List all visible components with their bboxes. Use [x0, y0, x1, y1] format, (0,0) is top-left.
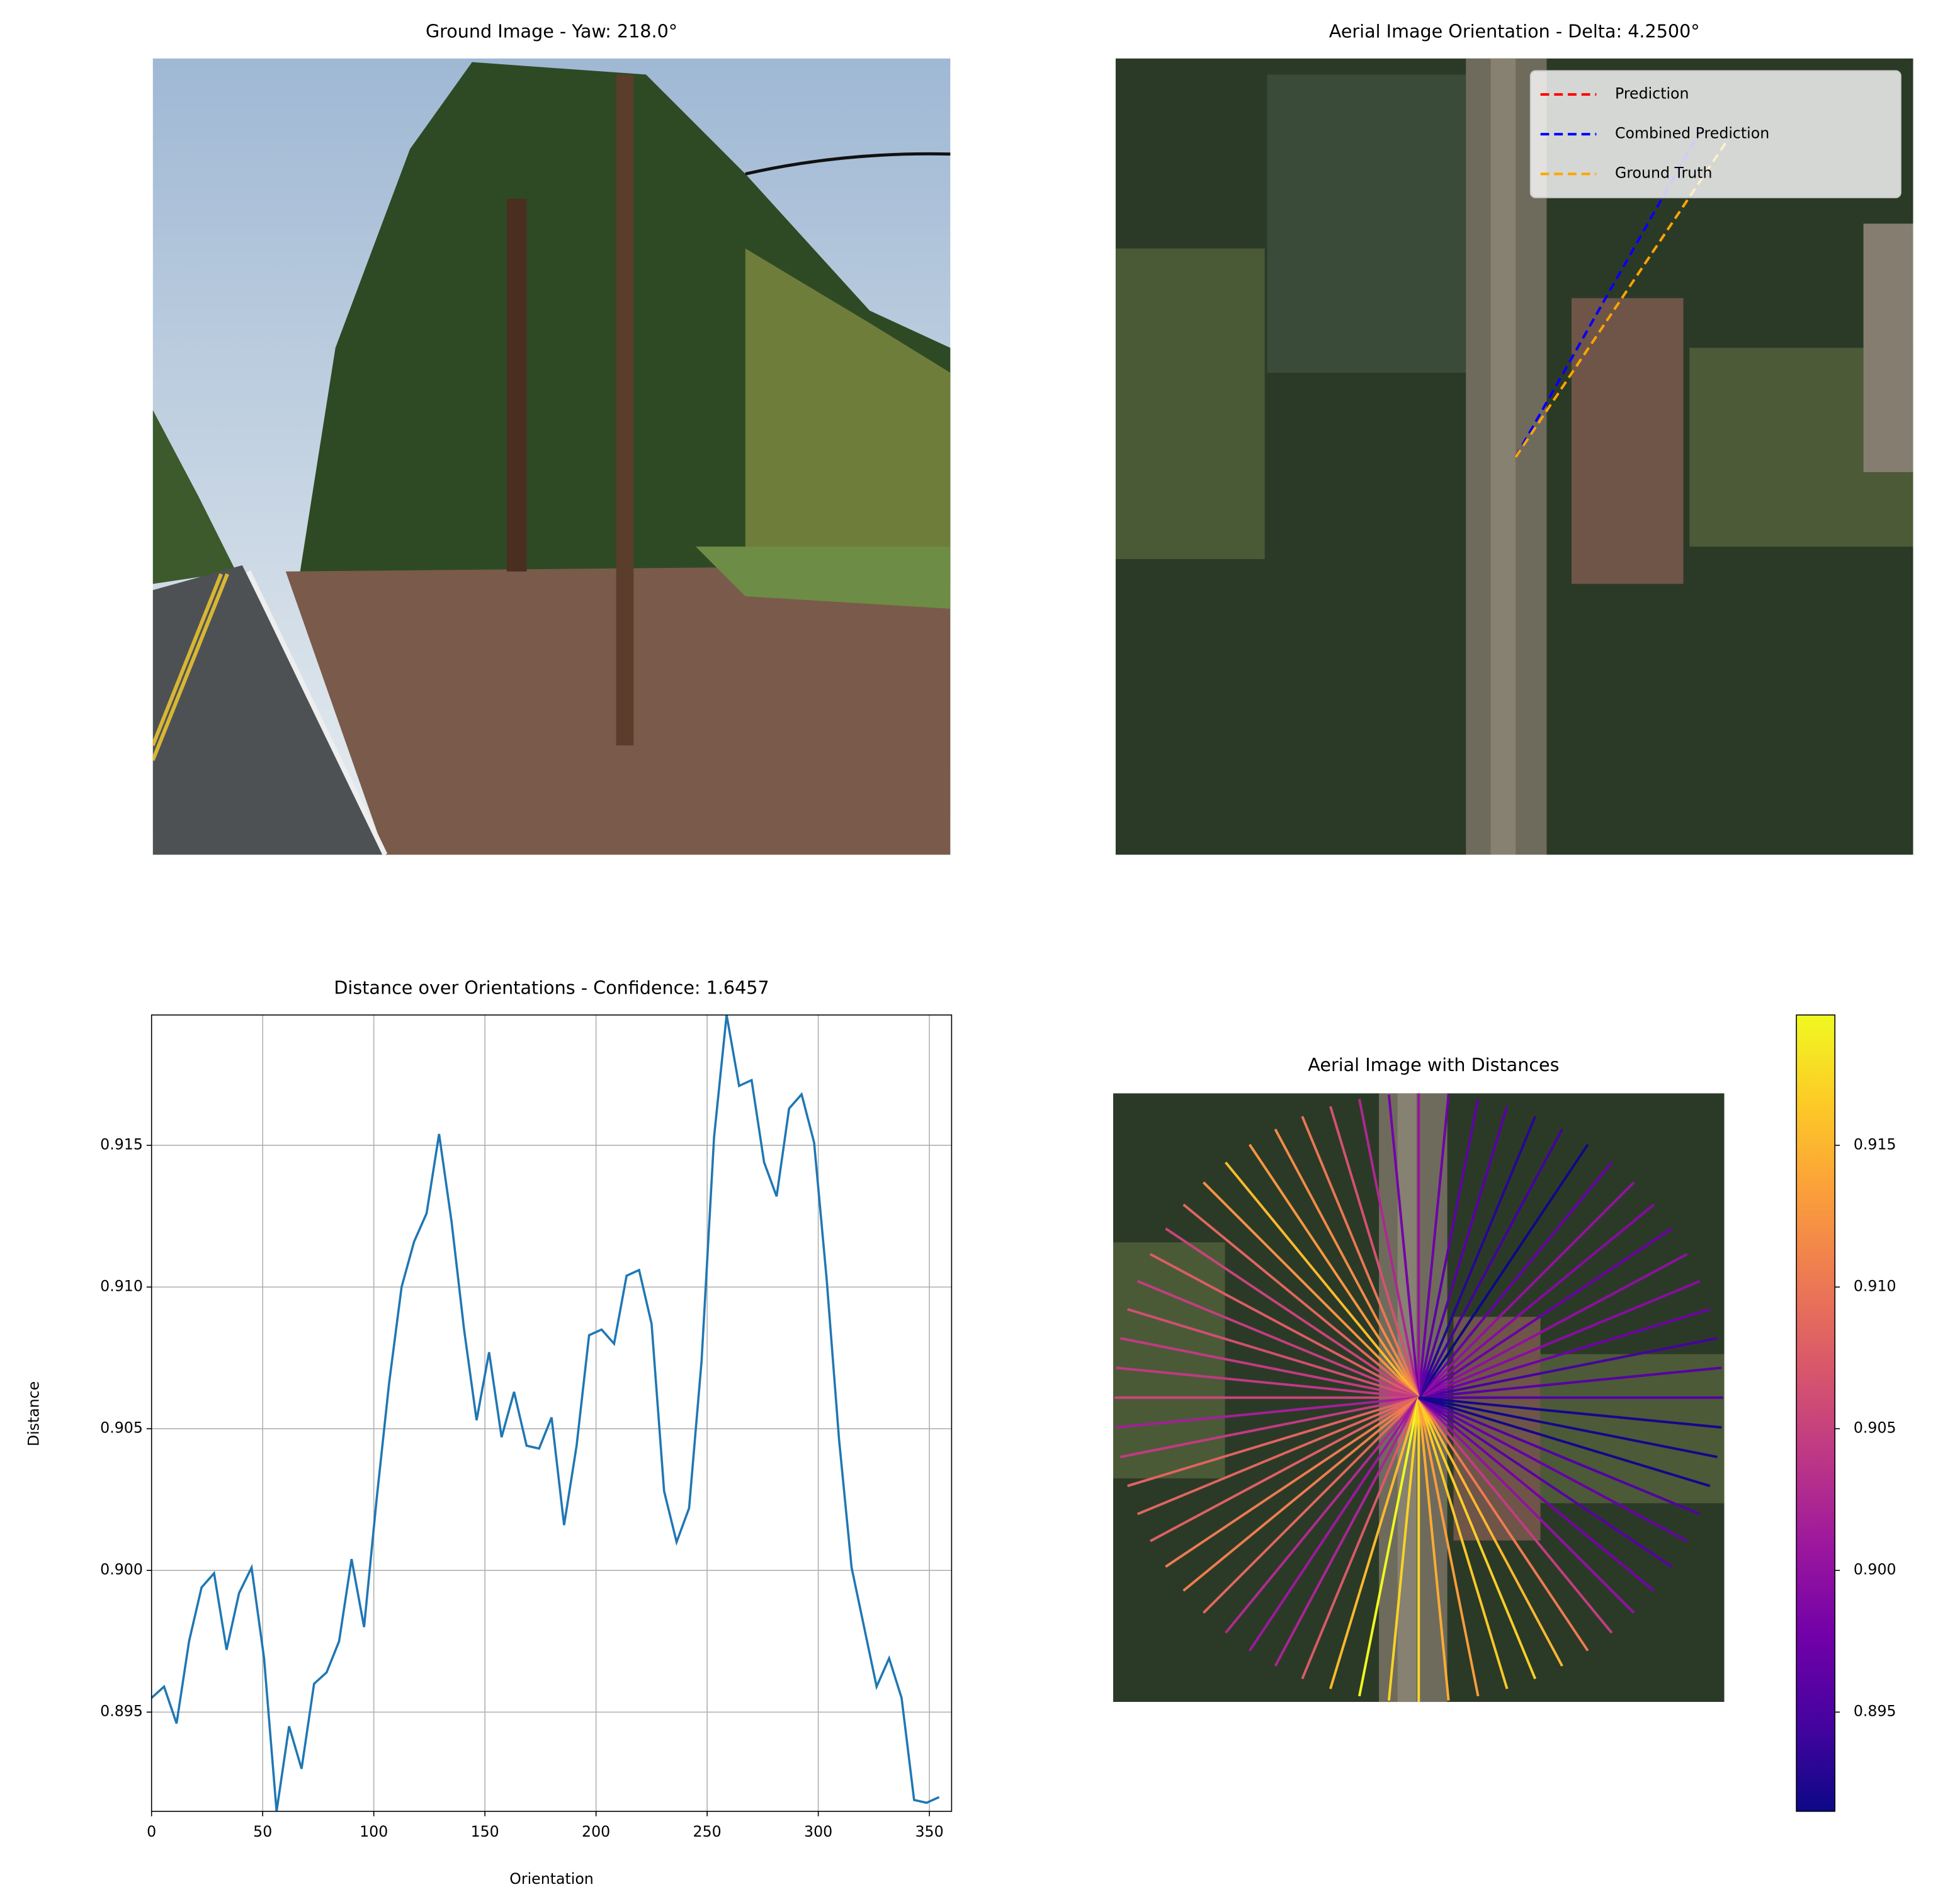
distance-ray	[1358, 1099, 1420, 1398]
colorbar-tick-label: 0.900	[1854, 1561, 1896, 1578]
distance-ray	[1115, 1366, 1419, 1399]
distance-ray	[1419, 1396, 1722, 1429]
distance-ray	[1136, 1396, 1420, 1516]
distance-ray	[1417, 1397, 1509, 1689]
colorbar-tick-label: 0.915	[1854, 1136, 1896, 1153]
distance-ray	[1274, 1128, 1420, 1398]
distance-ray	[1225, 1397, 1420, 1634]
distance-ray	[1418, 1396, 1711, 1487]
distance-ray	[1417, 1099, 1480, 1398]
y-tick-label: 0.915	[100, 1136, 143, 1153]
distance-ray	[1249, 1397, 1420, 1652]
distance-ray	[1149, 1397, 1420, 1543]
distance-ray	[1387, 1397, 1420, 1701]
y-tick-label: 0.900	[100, 1561, 143, 1578]
distance-ray	[1418, 1397, 1688, 1543]
distance-ray	[1417, 1143, 1589, 1398]
distance-ray	[1417, 1106, 1509, 1398]
legend-label: Ground Truth	[1615, 164, 1713, 182]
distance-ray	[1418, 1308, 1711, 1399]
x-tick-label: 100	[360, 1823, 388, 1840]
chart-title: Aerial Image with Distances	[1308, 1054, 1559, 1075]
distance-ray	[1136, 1279, 1420, 1399]
distance-ray	[1249, 1143, 1420, 1398]
distance-ray	[1418, 1396, 1701, 1516]
distance-ray	[1165, 1227, 1420, 1399]
distance-ray	[1418, 1396, 1718, 1458]
colorbar-tick-label: 0.910	[1854, 1278, 1896, 1295]
x-tick-label: 250	[693, 1823, 722, 1840]
y-axis-label: Distance	[25, 1381, 43, 1446]
chart-title: Aerial Image Orientation - Delta: 4.2500…	[1329, 20, 1700, 42]
distance-ray	[1115, 1396, 1419, 1429]
x-tick-label: 300	[804, 1823, 832, 1840]
distance-ray	[1417, 1397, 1613, 1634]
distance-ray	[1417, 1397, 1589, 1652]
x-tick-label: 50	[253, 1823, 272, 1840]
distance-ray	[1387, 1094, 1420, 1398]
distance-ray	[1203, 1181, 1420, 1399]
legend: Prediction Combined Prediction Ground Trut…	[1529, 70, 1901, 198]
y-tick-label: 0.905	[100, 1419, 143, 1437]
ground-image	[152, 58, 951, 855]
x-tick-label: 0	[147, 1823, 156, 1840]
legend-label: Prediction	[1615, 84, 1689, 102]
distance-ray	[1419, 1366, 1722, 1399]
distance-ray	[1274, 1397, 1420, 1667]
y-tick-label: 0.910	[100, 1278, 143, 1295]
distance-ray	[1127, 1396, 1419, 1487]
distance-ray	[1119, 1337, 1419, 1399]
distance-ray	[1301, 1397, 1420, 1680]
distance-ray	[1418, 1227, 1673, 1399]
chart-title: Ground Image - Yaw: 218.0°	[426, 20, 677, 42]
y-tick-label: 0.895	[100, 1703, 143, 1720]
distance-ray	[1418, 1337, 1718, 1399]
distance-ray	[1417, 1116, 1537, 1398]
chart-title: Distance over Orientations - Confidence:…	[334, 977, 769, 999]
distance-ray	[1417, 1094, 1450, 1398]
distance-ray	[1182, 1397, 1420, 1592]
distance-ray	[1119, 1396, 1419, 1458]
legend-box	[1529, 70, 1901, 198]
aerial-image	[1115, 58, 1913, 855]
distance-ray	[1182, 1203, 1420, 1399]
colorbar	[1796, 1014, 1836, 1812]
x-tick-label: 150	[471, 1823, 499, 1840]
distance-ray	[1203, 1397, 1420, 1614]
distance-ray	[1417, 1397, 1563, 1667]
distance-ray	[1417, 1161, 1613, 1398]
axes-frame	[150, 1014, 953, 1812]
distance-ray	[1301, 1116, 1420, 1398]
colorbar-tick-label: 0.905	[1854, 1419, 1896, 1437]
distance-ray	[1225, 1161, 1420, 1398]
colorbar-tick-label: 0.895	[1854, 1703, 1896, 1720]
x-tick-label: 350	[915, 1823, 944, 1840]
distance-ray	[1329, 1106, 1420, 1398]
distance-ray	[1417, 1397, 1480, 1697]
distance-ray	[1418, 1397, 1655, 1592]
distance-ray	[1149, 1253, 1420, 1399]
distance-ray	[1417, 1397, 1635, 1614]
distance-ray	[1418, 1253, 1688, 1399]
x-tick-label: 200	[582, 1823, 610, 1840]
data-line	[151, 1015, 940, 1811]
distance-ray	[1127, 1308, 1419, 1399]
distance-ray	[1418, 1203, 1655, 1399]
distance-ray	[1417, 1397, 1537, 1680]
distance-ray	[1418, 1279, 1701, 1399]
distance-ray	[1417, 1128, 1563, 1398]
distance-ray	[1358, 1397, 1420, 1697]
legend-label: Combined Prediction	[1615, 125, 1769, 142]
distance-ray	[1418, 1397, 1673, 1568]
distance-ray	[1417, 1181, 1635, 1399]
distance-ray	[1417, 1397, 1450, 1701]
x-axis-label: Orientation	[509, 1870, 594, 1888]
distance-ray	[1165, 1397, 1420, 1568]
distance-ray	[1329, 1397, 1420, 1689]
